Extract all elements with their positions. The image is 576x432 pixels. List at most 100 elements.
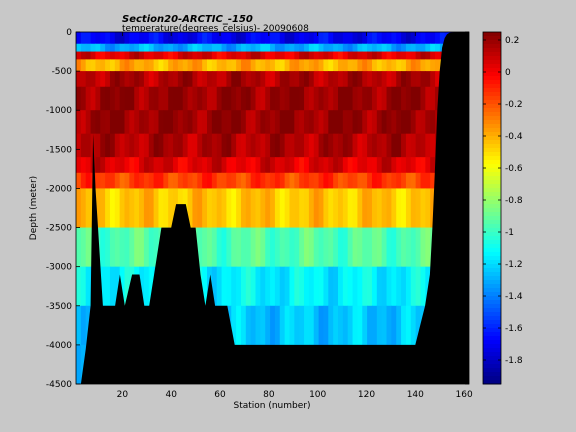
heatmap-cell	[333, 51, 339, 60]
heatmap-cell	[338, 188, 344, 228]
heatmap-cell	[410, 188, 417, 228]
heatmap-cell	[143, 32, 150, 45]
heatmap-cell	[100, 86, 106, 111]
heatmap-cell	[289, 266, 295, 307]
heatmap-cell	[371, 133, 378, 158]
heatmap-cell	[376, 157, 383, 174]
colorbar-frame	[482, 31, 502, 385]
heatmap-cell	[430, 51, 436, 60]
heatmap-cell	[129, 71, 135, 88]
heatmap-cell	[100, 266, 106, 307]
heatmap-cell	[173, 110, 179, 135]
heatmap-cell	[105, 157, 111, 174]
heatmap-cell	[260, 86, 266, 111]
heatmap-cell	[245, 266, 252, 307]
colorbar-segment	[483, 296, 501, 301]
heatmap-cell	[405, 86, 412, 111]
heatmap-cell	[211, 266, 218, 307]
heatmap-cell	[226, 71, 232, 88]
heatmap-cell	[265, 266, 271, 307]
heatmap-cell	[255, 43, 261, 52]
heatmap-cell	[245, 43, 252, 52]
heatmap-cell	[124, 51, 130, 60]
x-tick-label: 40	[165, 390, 177, 400]
heatmap-cell	[391, 43, 397, 52]
heatmap-cell	[192, 32, 198, 45]
heatmap-cell	[76, 157, 82, 174]
heatmap-cell	[255, 227, 261, 268]
heatmap-cell	[207, 188, 213, 228]
colorbar-segment	[483, 88, 501, 93]
heatmap-cell	[158, 59, 164, 72]
heatmap-cell	[299, 305, 305, 346]
heatmap-cell	[134, 32, 140, 45]
heatmap-cell	[255, 133, 261, 158]
heatmap-cell	[90, 59, 97, 72]
heatmap-cell	[163, 59, 169, 72]
heatmap-cell	[80, 227, 87, 268]
heatmap-cell	[173, 59, 179, 72]
heatmap-cell	[270, 32, 276, 45]
heatmap-cell	[318, 133, 325, 158]
heatmap-cell	[352, 59, 359, 72]
colorbar-segment	[483, 188, 501, 193]
colorbar-segment	[483, 344, 501, 349]
heatmap-cell	[182, 32, 189, 45]
heatmap-cell	[197, 43, 203, 52]
heatmap-cell	[236, 59, 242, 72]
heatmap-cell	[352, 133, 359, 158]
heatmap-cell	[352, 71, 359, 88]
heatmap-cell	[182, 110, 189, 135]
colorbar-ticks: 0.2 0 -0.2 -0.4 -0.6 -0.8 -1 -1.2 -1.4 -1.6 -1.8	[483, 36, 523, 366]
heatmap-cell	[139, 32, 145, 45]
heatmap-cell	[236, 266, 242, 307]
heatmap-cell	[129, 59, 135, 72]
heatmap-cell	[284, 51, 291, 60]
heatmap-cell	[362, 43, 368, 52]
heatmap-cell	[396, 305, 402, 346]
heatmap-cell	[221, 157, 228, 174]
heatmap-cell	[333, 71, 339, 88]
heatmap-cell	[226, 43, 232, 52]
heatmap-cell	[211, 86, 218, 111]
heatmap-cell	[376, 227, 383, 268]
heatmap-cell	[105, 43, 111, 52]
heatmap-cell	[386, 43, 392, 52]
heatmap-cell	[90, 51, 97, 60]
heatmap-cell	[270, 51, 276, 60]
heatmap-cell	[318, 71, 325, 88]
heatmap-cell	[187, 172, 194, 189]
heatmap-cell	[430, 157, 436, 174]
heatmap-cell	[284, 71, 291, 88]
heatmap-cell	[333, 86, 339, 111]
heatmap-cell	[207, 227, 213, 268]
colorbar-tick-label: -1.2	[505, 260, 523, 270]
heatmap-cell	[80, 86, 87, 111]
heatmap-cell	[367, 86, 373, 111]
heatmap-cell	[85, 86, 92, 111]
heatmap-cell	[124, 133, 130, 158]
heatmap-cell	[323, 227, 329, 268]
heatmap-cell	[124, 32, 130, 45]
heatmap-cell	[304, 110, 310, 135]
colorbar-segment	[483, 276, 501, 281]
heatmap-cell	[211, 59, 218, 72]
heatmap-cell	[245, 133, 252, 158]
heatmap-cell	[270, 43, 276, 52]
heatmap-cell	[109, 157, 116, 174]
heatmap-cell	[109, 59, 116, 72]
colorbar-segment	[483, 336, 501, 341]
heatmap-cell	[270, 86, 276, 111]
heatmap-cell	[308, 32, 315, 45]
heatmap-cell	[134, 172, 140, 189]
heatmap-cell	[439, 32, 446, 45]
heatmap-cell	[405, 133, 412, 158]
heatmap-cell	[226, 86, 232, 111]
heatmap-cell	[279, 32, 286, 45]
heatmap-cell	[260, 133, 266, 158]
heatmap-cell	[143, 51, 150, 60]
heatmap-cell	[153, 51, 160, 60]
heatmap-cell	[274, 157, 281, 174]
heatmap-cell	[299, 157, 305, 174]
heatmap-cell	[420, 59, 426, 72]
